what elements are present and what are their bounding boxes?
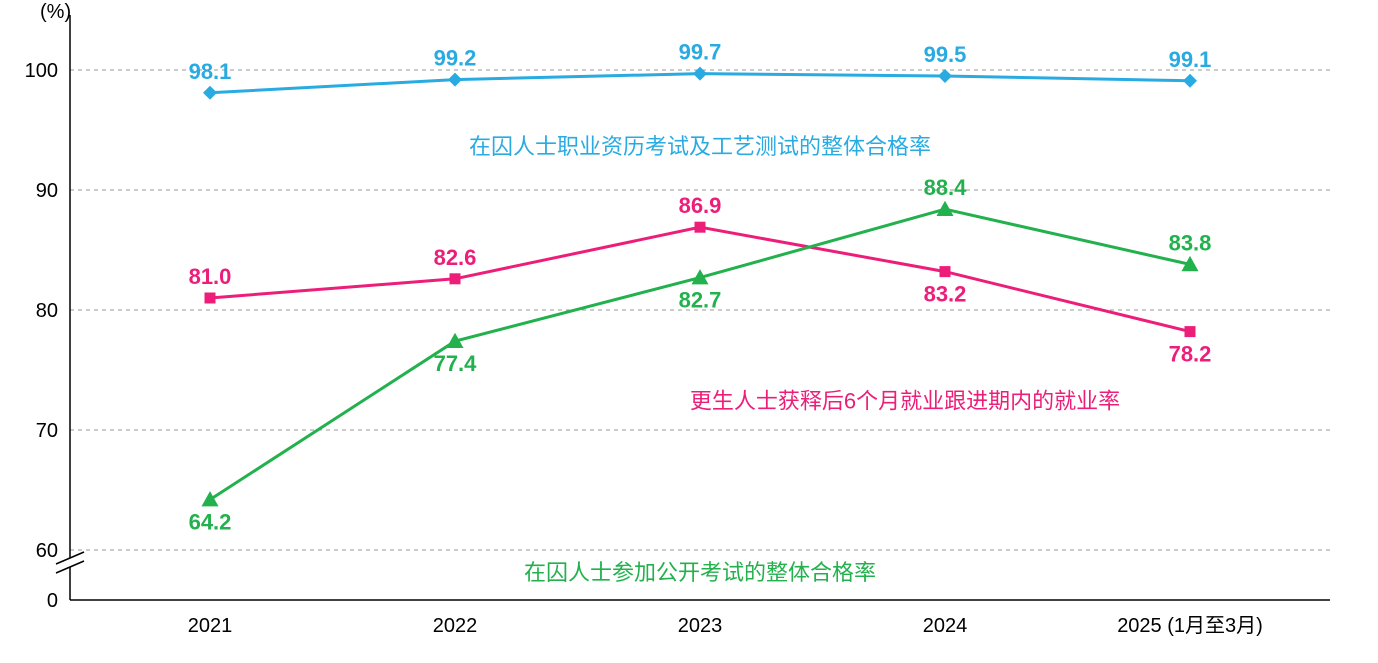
data-label: 82.7 (679, 288, 722, 313)
line-chart: 60 70 80 90 100 0 (%) 2021 2022 2023 2024 2025 (1月至… (0, 0, 1378, 663)
y-tick-label: 90 (36, 180, 58, 202)
chart-svg: 60 70 80 90 100 0 (%) 2021 2022 2023 2024 2025 (1月至… (0, 0, 1378, 663)
series-label-pass_rate_public_exam: 在囚人士参加公开考试的整体合格率 (524, 560, 876, 585)
data-label: 82.6 (434, 245, 477, 270)
data-label: 99.7 (679, 40, 722, 65)
y-zero-label: 0 (47, 590, 58, 612)
y-tick-label: 100 (25, 60, 58, 82)
y-axis-unit: (%) (40, 1, 71, 23)
data-label: 86.9 (679, 193, 722, 218)
x-tick-label: 2025 (1月至3月) (1117, 615, 1263, 637)
data-label: 98.1 (189, 59, 232, 84)
data-label: 99.2 (434, 46, 477, 71)
series-label-pass_rate_vocational: 在囚人士职业资历考试及工艺测试的整体合格率 (469, 134, 931, 159)
y-tick-label: 70 (36, 420, 58, 442)
x-tick-label: 2021 (188, 615, 233, 637)
data-label: 64.2 (189, 510, 232, 535)
data-label: 99.1 (1169, 47, 1212, 72)
series-label-employment_rate: 更生人士获释后6个月就业跟进期内的就业率 (690, 388, 1120, 413)
data-label: 83.2 (924, 282, 967, 307)
data-label: 78.2 (1169, 342, 1212, 367)
x-tick-label: 2023 (678, 615, 723, 637)
data-label: 99.5 (924, 42, 967, 67)
x-tick-label: 2024 (923, 615, 968, 637)
data-label: 81.0 (189, 264, 232, 289)
data-label: 83.8 (1169, 230, 1212, 255)
y-tick-label: 60 (36, 540, 58, 562)
data-label: 88.4 (924, 175, 968, 200)
x-tick-label: 2022 (433, 615, 478, 637)
y-tick-label: 80 (36, 300, 58, 322)
data-label: 77.4 (434, 351, 478, 376)
